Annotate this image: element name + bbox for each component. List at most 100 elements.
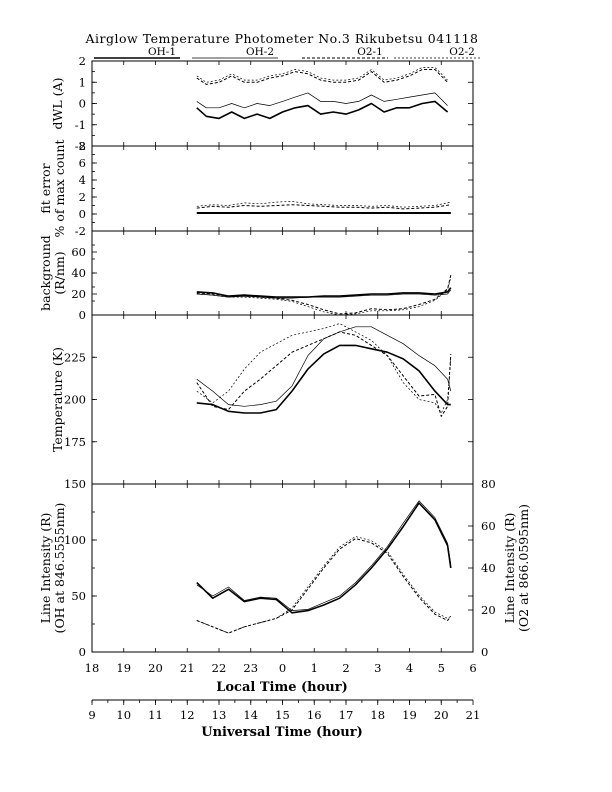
y-tick-label: 150 (64, 477, 86, 491)
local-time-tick-label: 22 (212, 661, 227, 675)
legend-label-o2-2: O2-2 (449, 46, 475, 58)
series-line-oh-1-line-intensity (196, 502, 452, 614)
y-axis-label-fit-error-1: fit error (38, 163, 53, 213)
y-tick-label: 60 (71, 245, 86, 259)
local-time-tick-label: 21 (180, 661, 195, 675)
y-tick-label: 2 (79, 54, 86, 68)
series-line-o2-2-temperature (196, 323, 452, 414)
y-tick-label: 225 (64, 350, 86, 364)
y-tick-label: 2 (79, 190, 86, 204)
universal-time-tick-label: 17 (339, 708, 354, 722)
y-tick-label: 200 (64, 393, 86, 407)
y-tick-label: 6 (79, 156, 86, 170)
y-tick-label: 0 (79, 97, 86, 111)
universal-time-axis-label: Universal Time (hour) (201, 725, 363, 740)
legend-label-oh-1: OH-1 (148, 46, 176, 58)
series-line-o2-1-dwl (196, 69, 448, 85)
y-axis-label-background-1: background (38, 235, 53, 311)
y2-axis-label-2: (O2 at 866.0595nm) (516, 504, 531, 632)
local-time-tick-label: 0 (279, 661, 286, 675)
panel-frame-fit-error (91, 145, 474, 232)
series-line-oh-1-background (196, 287, 452, 298)
local-time-tick-label: 5 (438, 661, 445, 675)
y-tick-label: 0 (79, 308, 86, 322)
series-line-o2-1-fit-error (196, 204, 451, 210)
y-axis-label-fit-error-2: % of max count (52, 140, 67, 238)
universal-time-tick-label: 20 (434, 708, 449, 722)
local-time-tick-label: 20 (148, 661, 163, 675)
y-tick-label: 100 (64, 533, 86, 547)
universal-time-tick-label: 11 (148, 708, 163, 722)
legend: OH-1 OH-2 O2-1 O2-2 (94, 46, 480, 59)
y-tick-label: -2 (75, 224, 86, 238)
legend-label-oh-2: OH-2 (246, 46, 274, 58)
local-time-axis-label: Local Time (hour) (216, 680, 348, 695)
series-line-oh-2-dwl (196, 92, 448, 109)
y-tick-label: 1 (79, 75, 86, 89)
y-axis-label-dwl: dWL (A) (50, 78, 65, 130)
series-line-oh-2-temperature (196, 326, 452, 407)
y2-tick-label: 40 (481, 561, 496, 575)
panel-frame-line-intensity (91, 483, 474, 653)
local-time-tick-label: 1 (311, 661, 318, 675)
series-line-o2-2-line-intensity (196, 536, 451, 634)
series-line-oh-1-dwl (196, 100, 449, 120)
y-tick-label: -1 (75, 118, 86, 132)
y-axis-label-temperature: Temperature (K) (50, 347, 65, 452)
universal-time-tick-label: 14 (243, 708, 258, 722)
y-axis-label-background-2: (R/nm) (52, 251, 67, 294)
series-line-o2-1-temperature (196, 331, 452, 417)
y-axis-label-line-intensity-2: (OH at 846.5555nm) (52, 503, 67, 634)
y-tick-label: 40 (71, 266, 86, 280)
local-time-tick-label: 3 (374, 661, 381, 675)
universal-time-tick-label: 12 (180, 708, 195, 722)
panel-background: 60 40 20 0 background (R/nm) (38, 230, 474, 322)
universal-time-tick-label: 19 (402, 708, 417, 722)
y-tick-label: -2 (75, 139, 86, 153)
y-tick-label: 175 (64, 435, 86, 449)
universal-time-tick-label: 15 (275, 708, 290, 722)
x-axes: 18 19 20 21 22 23 0 1 2 3 4 5 69 10 11 12 13 14 15 16 17 18 19… (85, 661, 481, 722)
local-time-tick-label: 2 (342, 661, 349, 675)
universal-time-tick-label: 21 (466, 708, 481, 722)
y2-tick-label: 20 (481, 603, 496, 617)
local-time-tick-label: 6 (469, 661, 476, 675)
panel-frame-background (91, 230, 474, 316)
series-line-o2-2-dwl (196, 67, 448, 83)
y-tick-label: 50 (71, 589, 86, 603)
legend-label-o2-1: O2-1 (357, 46, 383, 58)
local-time-tick-label: 19 (116, 661, 131, 675)
series-line-o2-1-line-intensity (196, 538, 452, 634)
universal-time-tick-label: 13 (212, 708, 227, 722)
universal-time-tick-label: 10 (116, 708, 131, 722)
series-line-o2-1-background (196, 274, 452, 315)
universal-time-tick-label: 9 (88, 708, 95, 722)
series-line-oh-1-temperature (196, 344, 451, 414)
y-tick-label: 20 (71, 287, 86, 301)
panel-frame-dwl (91, 60, 474, 147)
series-line-o2-2-fit-error (196, 200, 451, 208)
local-time-tick-label: 23 (243, 661, 258, 675)
universal-time-tick-label: 18 (370, 708, 385, 722)
panel-fit-error: 8 6 4 2 0 -2 fit error% of max count (38, 139, 474, 238)
panel-frame-temperature (91, 314, 474, 485)
local-time-tick-label: 18 (85, 661, 100, 675)
y-tick-label: 0 (79, 645, 86, 659)
chart-title: Airglow Temperature Photometer No.3 Riku… (85, 31, 479, 46)
y2-tick-label: 0 (481, 645, 488, 659)
panel-dwl: 2 1 0 -1 -2 dWL (A) (50, 54, 474, 153)
universal-time-tick-label: 16 (307, 708, 322, 722)
y2-axis-label-1: Line Intensity (R) (502, 513, 517, 624)
series-line-o2-2-background (196, 277, 452, 316)
y-tick-label: 8 (79, 139, 86, 153)
local-time-tick-label: 4 (406, 661, 413, 675)
series-line-oh-2-background (196, 289, 452, 299)
y2-tick-label: 60 (481, 519, 496, 533)
y-tick-label: 4 (79, 173, 86, 187)
y-axis-label-line-intensity-1: Line Intensity (R) (38, 513, 53, 624)
series-line-oh-2-line-intensity (196, 500, 452, 611)
